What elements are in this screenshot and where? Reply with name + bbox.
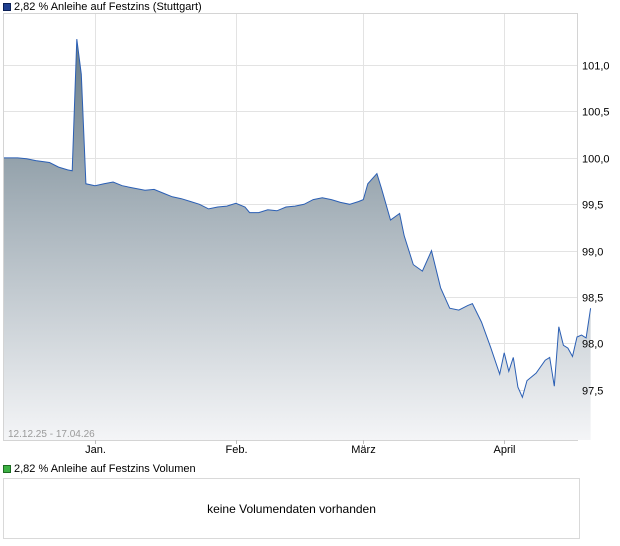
price-line bbox=[4, 39, 592, 399]
price-legend-swatch bbox=[3, 3, 11, 11]
y-tick-label: 100,5 bbox=[582, 107, 610, 119]
volume-panel: keine Volumendaten vorhanden bbox=[3, 478, 580, 539]
y-tick-label: 101,0 bbox=[582, 61, 610, 73]
x-tick-label: Jan. bbox=[85, 444, 106, 456]
period-label: 12.12.25 - 17.04.26 bbox=[8, 429, 95, 440]
x-tick-label: April bbox=[493, 444, 515, 456]
price-legend-label: 2,82 % Anleihe auf Festzins (Stuttgart) bbox=[14, 1, 202, 13]
price-area bbox=[4, 39, 591, 440]
volume-legend: 2,82 % Anleihe auf Festzins Volumen bbox=[3, 463, 196, 475]
price-legend: 2,82 % Anleihe auf Festzins (Stuttgart) bbox=[3, 1, 202, 13]
y-tick-label: 99,5 bbox=[582, 200, 603, 212]
volume-empty-message: keine Volumendaten vorhanden bbox=[207, 501, 376, 516]
y-tick-label: 97,5 bbox=[582, 386, 603, 398]
y-tick-label: 99,0 bbox=[582, 247, 603, 259]
y-tick-label: 100,0 bbox=[582, 154, 610, 166]
x-tick-label: Feb. bbox=[225, 444, 247, 456]
volume-legend-label: 2,82 % Anleihe auf Festzins Volumen bbox=[14, 463, 196, 475]
y-tick-label: 98,5 bbox=[582, 293, 603, 305]
x-tick-label: März bbox=[351, 444, 375, 456]
volume-legend-swatch bbox=[3, 465, 11, 473]
y-tick-label: 98,0 bbox=[582, 339, 603, 351]
